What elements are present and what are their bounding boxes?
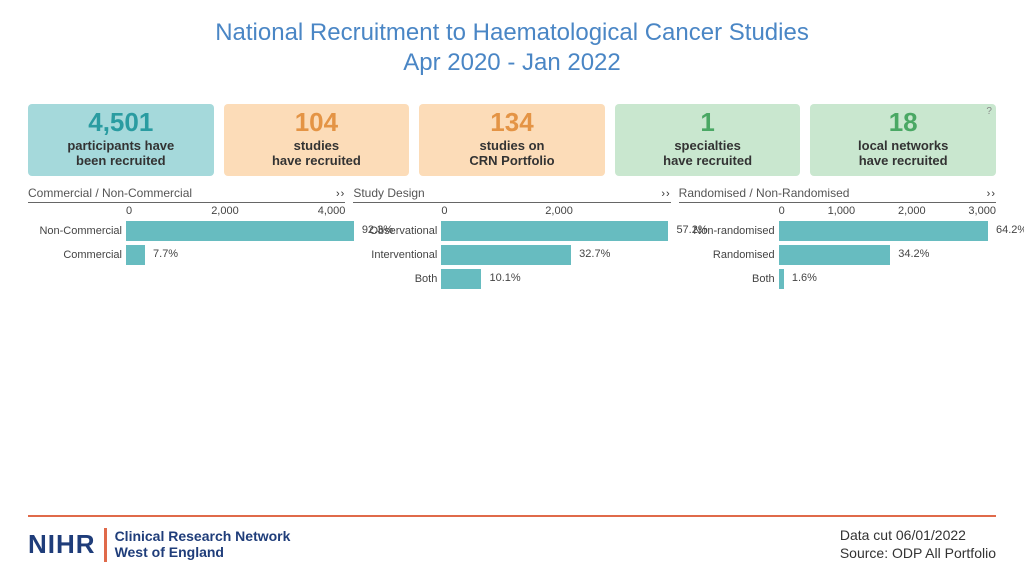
- kpi-value: 1: [619, 108, 797, 137]
- axis-tick: 0: [441, 205, 447, 217]
- x-axis: 0 2,000 4,000: [28, 205, 345, 217]
- footer-meta: Data cut 06/01/2022 Source: ODP All Port…: [840, 527, 996, 562]
- bar-fill: [126, 221, 354, 241]
- data-source: Source: ODP All Portfolio: [840, 545, 996, 563]
- bar-category: Both: [679, 273, 779, 285]
- bar-fill: [779, 221, 988, 241]
- charts-row: Commercial / Non-Commercial ›› 0 2,000 4,000…: [0, 182, 1024, 293]
- bar-track: 64.2%: [779, 221, 996, 241]
- kpi-card: 4,501participants havebeen recruited: [28, 104, 214, 176]
- footer: NIHR Clinical Research Network West of E…: [0, 515, 1024, 576]
- bar-category: Commercial: [28, 249, 126, 261]
- kpi-value: 134: [423, 108, 601, 137]
- axis-tick: 2,000: [211, 205, 239, 217]
- bar-percent: 1.6%: [792, 272, 817, 284]
- kpi-label: studieshave recruited: [228, 139, 406, 169]
- bar-row: Non-Commercial92.3%: [28, 221, 345, 241]
- axis-tick: 1,000: [828, 205, 856, 217]
- kpi-row: 4,501participants havebeen recruited104s…: [0, 86, 1024, 182]
- bar-track: 57.2%: [441, 221, 670, 241]
- data-cut: Data cut 06/01/2022: [840, 527, 996, 545]
- kpi-label: local networkshave recruited: [814, 139, 992, 169]
- bar-fill: [779, 245, 891, 265]
- panel-title: Study Design: [353, 186, 424, 200]
- expand-icon[interactable]: ››: [987, 188, 996, 200]
- bar-row: Both 1.6%: [679, 269, 996, 289]
- bar-row: Commercial 7.7%: [28, 245, 345, 265]
- bar-track: 92.3%: [126, 221, 345, 241]
- kpi-card: 134studies onCRN Portfolio: [419, 104, 605, 176]
- expand-icon[interactable]: ››: [661, 188, 670, 200]
- bar-row: Randomised 34.2%: [679, 245, 996, 265]
- bar-category: Both: [353, 273, 441, 285]
- footer-rule: [28, 515, 996, 517]
- logo-subtitle: Clinical Research Network West of Englan…: [115, 529, 291, 560]
- nihr-wordmark: NIHR: [28, 529, 96, 560]
- bar-percent: 34.2%: [898, 248, 929, 260]
- report-title: National Recruitment to Haematological C…: [0, 0, 1024, 86]
- x-axis: 0 1,000 2,000 3,000: [679, 205, 996, 217]
- bar-row: Observational57.2%: [353, 221, 670, 241]
- bar-percent: 7.7%: [153, 248, 178, 260]
- axis-tick: 0: [126, 205, 132, 217]
- kpi-label: specialtieshave recruited: [619, 139, 797, 169]
- kpi-value: 104: [228, 108, 406, 137]
- kpi-value: 4,501: [32, 108, 210, 137]
- bar-fill: [126, 245, 145, 265]
- kpi-label: studies onCRN Portfolio: [423, 139, 601, 169]
- nihr-logo: NIHR Clinical Research Network West of E…: [28, 528, 290, 562]
- bar-percent: 92.3%: [362, 224, 393, 236]
- bar-row: Interventional 32.7%: [353, 245, 670, 265]
- axis-tick: 3,000: [968, 205, 996, 217]
- bar-track: 32.7%: [441, 245, 670, 265]
- help-icon[interactable]: ?: [986, 106, 992, 117]
- bar-category: Non-Commercial: [28, 225, 126, 237]
- bar-track: 10.1%: [441, 269, 670, 289]
- bar-percent: 10.1%: [489, 272, 520, 284]
- panel-title: Commercial / Non-Commercial: [28, 186, 192, 200]
- bar-fill: [441, 269, 481, 289]
- bar-track: 34.2%: [779, 245, 996, 265]
- kpi-card: ?18local networkshave recruited: [810, 104, 996, 176]
- title-line-2: Apr 2020 - Jan 2022: [0, 48, 1024, 78]
- bar-category: Interventional: [353, 249, 441, 261]
- axis-tick: 4,000: [318, 205, 346, 217]
- kpi-card: 1specialtieshave recruited: [615, 104, 801, 176]
- title-line-1: National Recruitment to Haematological C…: [0, 18, 1024, 48]
- logo-sub-line2: West of England: [115, 544, 224, 560]
- kpi-value: 18: [814, 108, 992, 137]
- bar-percent: 32.7%: [579, 248, 610, 260]
- logo-sub-line1: Clinical Research Network: [115, 528, 291, 544]
- bar-track: 7.7%: [126, 245, 345, 265]
- bar-category: Randomised: [679, 249, 779, 261]
- panel-title: Randomised / Non-Randomised: [679, 186, 850, 200]
- bar-fill: [441, 245, 571, 265]
- axis-tick: 2,000: [545, 205, 573, 217]
- x-axis: 0 2,000: [353, 205, 670, 217]
- expand-icon[interactable]: ››: [336, 188, 345, 200]
- bar-track: 1.6%: [779, 269, 996, 289]
- logo-divider: [104, 528, 107, 562]
- bar-row: Both 10.1%: [353, 269, 670, 289]
- bar-percent: 64.2%: [996, 224, 1024, 236]
- kpi-card: 104studieshave recruited: [224, 104, 410, 176]
- chart-panel: Randomised / Non-Randomised ›› 0 1,000 2,000…: [679, 186, 996, 293]
- chart-panel: Commercial / Non-Commercial ›› 0 2,000 4,000…: [28, 186, 345, 293]
- chart-panel: Study Design ›› 0 2,000 Observational57.2% In…: [353, 186, 670, 293]
- bar-row: Non-randomised64.2%: [679, 221, 996, 241]
- kpi-label: participants havebeen recruited: [32, 139, 210, 169]
- axis-tick: 0: [779, 205, 785, 217]
- axis-tick: 2,000: [898, 205, 926, 217]
- bar-percent: 57.2%: [676, 224, 707, 236]
- bar-fill: [779, 269, 784, 289]
- bar-fill: [441, 221, 668, 241]
